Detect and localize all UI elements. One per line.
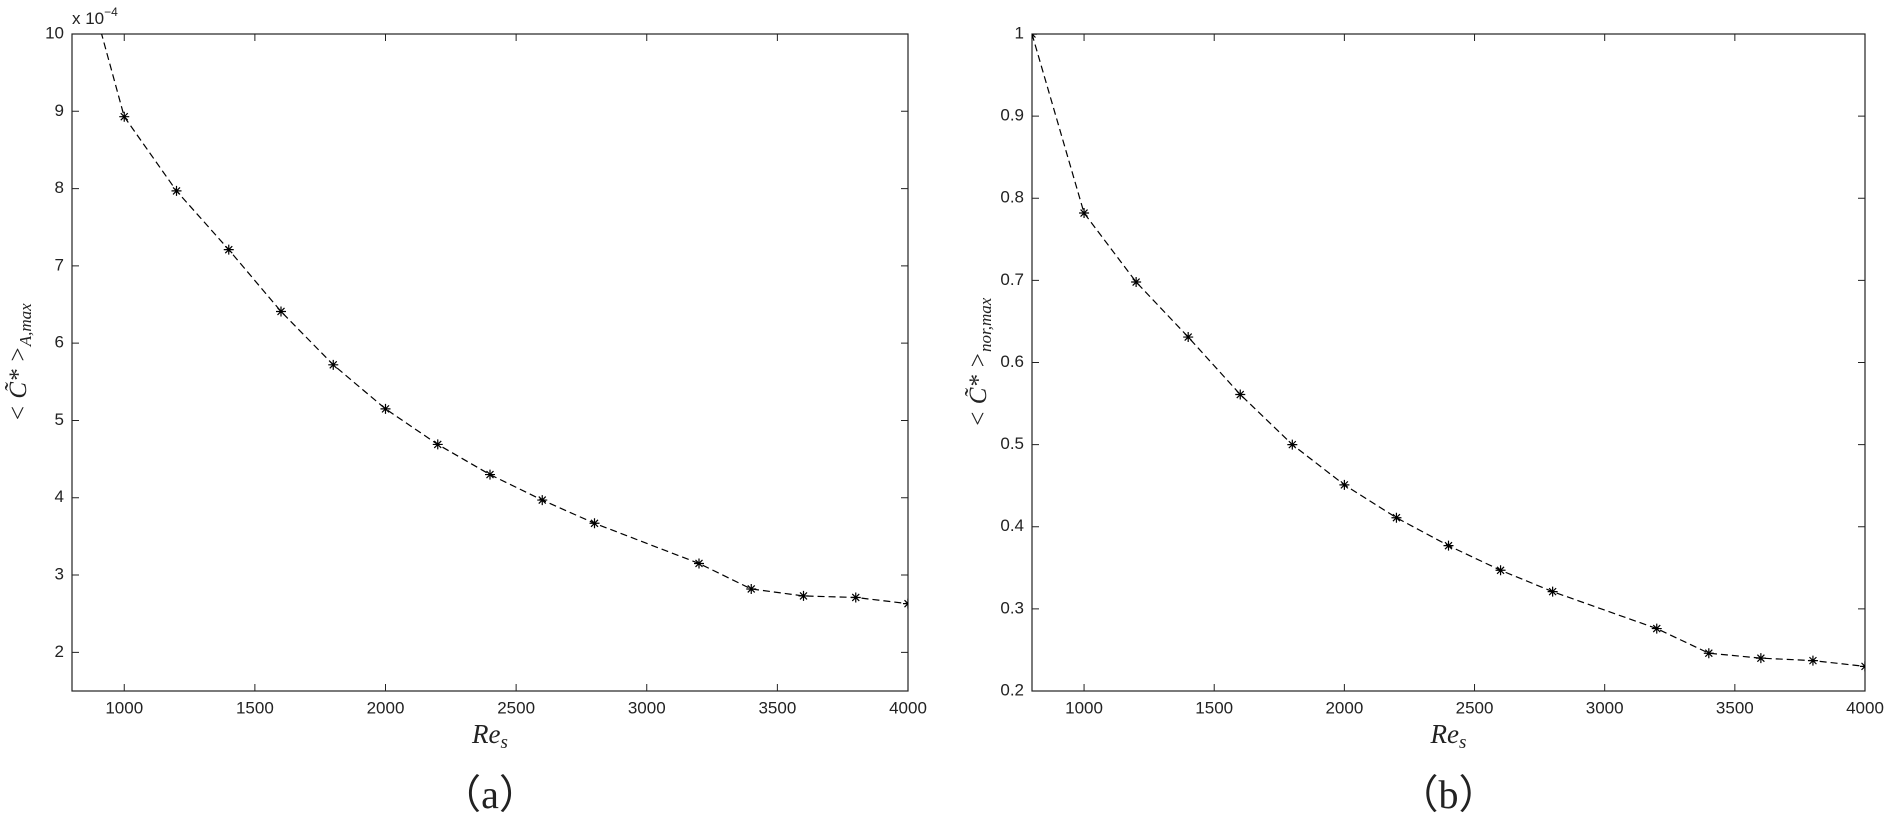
data-line <box>100 34 908 605</box>
y-tick-label: 5 <box>55 410 64 429</box>
data-marker <box>1287 439 1298 450</box>
x-tick-label: 2500 <box>1456 698 1494 717</box>
x-tick-label: 1500 <box>1195 698 1233 717</box>
data-marker <box>1755 653 1766 664</box>
x-tick-label: 3000 <box>1586 698 1624 717</box>
data-marker <box>1495 565 1506 576</box>
y-tick-label: 4 <box>55 487 64 506</box>
x-tick-label: 3000 <box>628 698 666 717</box>
y-tick-label: 10 <box>45 23 64 42</box>
data-marker <box>485 469 495 480</box>
x-axis-label: Res <box>471 719 508 753</box>
data-marker <box>119 111 130 122</box>
x-label-main: Re <box>1430 719 1459 749</box>
y-tick-label: 0.2 <box>1000 680 1024 699</box>
y-tick-label: 0.9 <box>1000 106 1024 125</box>
x-tick-label: 1500 <box>236 698 274 717</box>
x-axis-label: Res <box>1430 719 1467 753</box>
data-marker <box>1131 277 1142 288</box>
y-multiplier: x 10−4 <box>72 5 118 28</box>
data-marker <box>850 592 861 603</box>
data-marker <box>432 439 443 450</box>
y-tick-label: 7 <box>55 255 64 274</box>
x-label-main: Re <box>471 719 500 749</box>
x-label-sub: s <box>501 732 508 753</box>
data-marker <box>537 495 548 506</box>
data-marker <box>1807 655 1818 666</box>
data-marker <box>1547 586 1558 597</box>
data-marker <box>694 558 704 569</box>
y-tick-label: 8 <box>55 178 64 197</box>
y-tick-label: 0.7 <box>1000 270 1024 289</box>
x-tick-label: 3500 <box>758 698 796 717</box>
y-tick-label: 0.4 <box>1000 516 1024 535</box>
data-marker <box>1703 648 1714 659</box>
y-tick-label: 9 <box>55 101 64 120</box>
data-marker <box>1443 540 1454 551</box>
x-tick-label: 4000 <box>1846 698 1884 717</box>
x-tick-label: 2000 <box>1325 698 1363 717</box>
data-marker <box>1339 479 1350 490</box>
x-tick-label: 2500 <box>497 698 535 717</box>
caption: （b） <box>1399 772 1499 817</box>
data-marker <box>589 518 600 529</box>
data-line <box>1032 34 1865 667</box>
data-marker <box>746 583 757 594</box>
x-tick-label: 2000 <box>367 698 405 717</box>
data-marker <box>1032 34 1037 39</box>
y-tick-label: 1 <box>1015 23 1024 42</box>
data-marker <box>171 185 182 196</box>
x-tick-label: 1000 <box>1065 698 1103 717</box>
data-marker <box>328 359 339 370</box>
x-tick-label: 4000 <box>889 698 927 717</box>
y-tick-label: 2 <box>55 642 64 661</box>
data-marker <box>223 244 234 255</box>
y-tick-label: 0.3 <box>1000 598 1024 617</box>
y-label-sub: A,max <box>16 303 35 347</box>
multiplier-base: x 10 <box>72 9 104 28</box>
data-marker <box>798 590 809 601</box>
y-label-main: < C̃* > <box>5 346 32 421</box>
data-marker <box>1183 332 1194 343</box>
y-tick-label: 0.5 <box>1000 434 1024 453</box>
x-tick-label: 3500 <box>1716 698 1754 717</box>
y-tick-label: 0.6 <box>1000 352 1024 371</box>
data-marker <box>1391 512 1402 523</box>
y-tick-label: 0.8 <box>1000 188 1024 207</box>
y-label-main: < C̃* > <box>965 352 992 427</box>
data-marker <box>903 598 908 609</box>
caption: （a） <box>441 772 539 817</box>
y-axis-label: < C̃* >nor,max <box>965 297 995 427</box>
data-marker <box>1235 389 1246 400</box>
y-label-sub: nor,max <box>976 297 995 352</box>
data-marker <box>276 306 286 317</box>
data-marker <box>1079 208 1090 219</box>
x-label-sub: s <box>1459 732 1466 753</box>
data-marker <box>1860 661 1865 672</box>
x-tick-label: 1000 <box>105 698 143 717</box>
y-tick-label: 3 <box>55 565 64 584</box>
data-marker <box>1651 623 1662 634</box>
plot-frame <box>1031 33 1866 692</box>
y-axis-label: < C̃* >A,max <box>5 303 35 422</box>
multiplier-exp: −4 <box>104 5 118 19</box>
y-tick-label: 6 <box>55 333 64 352</box>
data-marker <box>380 403 391 414</box>
plot-frame <box>71 33 909 692</box>
